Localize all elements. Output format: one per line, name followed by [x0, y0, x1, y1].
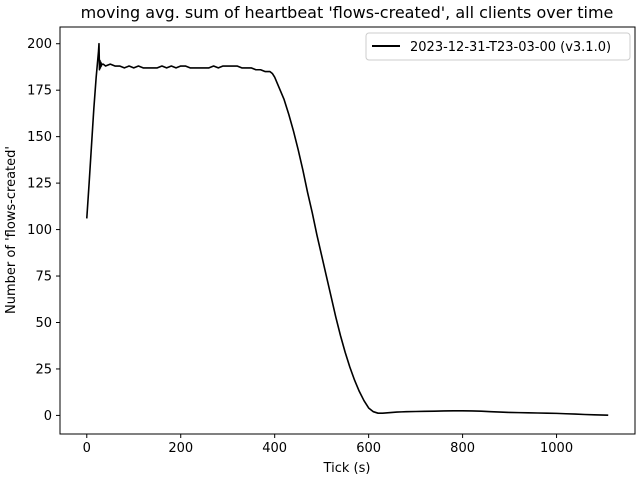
y-tick-label: 50	[35, 316, 52, 331]
y-axis-label: Number of 'flows-created'	[4, 146, 19, 314]
y-tick-label: 125	[27, 177, 52, 192]
y-axis: 0 25 50 75 100 125 150 175 200	[27, 37, 60, 424]
chart-title: moving avg. sum of heartbeat 'flows-crea…	[81, 3, 614, 22]
y-tick-label: 0	[44, 409, 52, 424]
x-tick-label: 600	[356, 441, 381, 456]
plot-area	[85, 42, 609, 417]
x-tick-label: 800	[450, 441, 475, 456]
x-axis-label: Tick (s)	[323, 461, 371, 476]
x-tick-label: 1000	[540, 441, 573, 456]
y-tick-label: 175	[27, 84, 52, 99]
y-tick-label: 150	[27, 130, 52, 145]
y-tick-label: 100	[27, 223, 52, 238]
legend-entry: 2023-12-31-T23-03-00 (v3.1.0)	[410, 40, 611, 55]
x-tick-label: 0	[83, 441, 91, 456]
legend-box	[365, 32, 631, 61]
series-line	[85, 42, 609, 417]
y-tick-label: 200	[27, 37, 52, 52]
y-tick-label: 25	[35, 362, 52, 377]
x-tick-label: 400	[262, 441, 287, 456]
axes-frame	[59, 26, 636, 435]
legend: 2023-12-31-T23-03-00 (v3.1.0)	[365, 32, 631, 61]
x-tick-label: 200	[168, 441, 193, 456]
x-axis: 0 200 400 600 800 1000	[83, 434, 573, 456]
y-tick-label: 75	[35, 270, 52, 285]
